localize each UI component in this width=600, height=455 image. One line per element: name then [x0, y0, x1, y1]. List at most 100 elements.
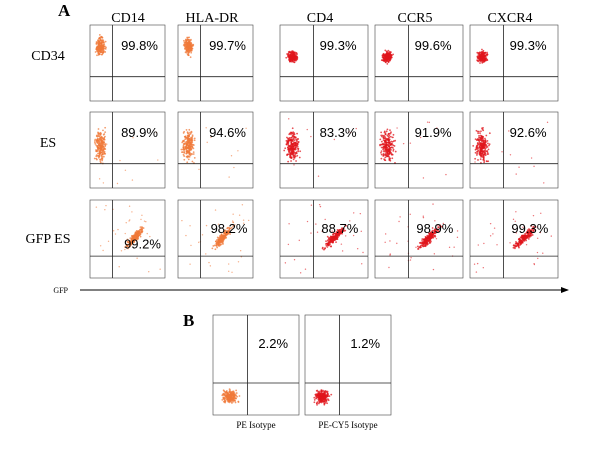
dot [100, 45, 103, 47]
dot [232, 221, 235, 224]
dot [185, 138, 187, 140]
dot [477, 244, 479, 246]
dot-plot: 2.2% [212, 314, 300, 416]
dot [190, 51, 193, 54]
dot [320, 391, 323, 394]
dot [482, 49, 485, 52]
dot [382, 153, 385, 155]
dot [189, 225, 191, 227]
dot [287, 54, 289, 57]
dot [201, 234, 204, 236]
dot [476, 59, 479, 62]
dot [394, 139, 397, 142]
dot [423, 245, 425, 247]
dot [381, 135, 383, 138]
dot [184, 43, 187, 46]
dot [102, 43, 105, 46]
dot [129, 245, 131, 248]
dot [387, 141, 390, 144]
dot [324, 401, 327, 404]
dot [101, 156, 104, 158]
dot [140, 218, 142, 221]
dot [237, 261, 240, 263]
dot-plot: 99.3% [279, 24, 369, 102]
dot [291, 136, 293, 138]
dot [508, 130, 510, 132]
dot [436, 127, 438, 129]
axis-label: GFP [53, 286, 68, 295]
dot [388, 145, 391, 148]
dot [185, 234, 187, 237]
dot [191, 43, 194, 46]
dot [516, 242, 519, 245]
dot [329, 235, 332, 238]
dot [102, 50, 105, 53]
dot [227, 263, 230, 265]
dot [106, 143, 108, 145]
dot [486, 51, 488, 54]
dot [453, 246, 455, 248]
dot-plot: 99.8% [89, 24, 166, 102]
dot [287, 144, 290, 147]
dot [100, 36, 103, 39]
dot [285, 139, 288, 142]
dot [219, 241, 222, 243]
dot [306, 220, 309, 223]
dot [212, 245, 215, 247]
dot [99, 245, 102, 247]
percentage: 99.6% [415, 38, 452, 53]
dot [423, 240, 426, 243]
dot [218, 245, 221, 247]
dot [482, 143, 484, 145]
dot [286, 154, 288, 157]
dot [148, 270, 150, 273]
dot [512, 244, 515, 247]
dot [287, 160, 290, 163]
dot [97, 43, 100, 46]
dot [326, 402, 329, 405]
dot [298, 156, 301, 159]
dot [355, 127, 357, 130]
dot [315, 402, 318, 405]
dot [181, 151, 183, 154]
dot [210, 136, 212, 139]
dot [99, 42, 102, 45]
dot [98, 137, 101, 140]
dot [223, 236, 226, 239]
dot [102, 45, 105, 48]
dot [293, 61, 296, 63]
panel-label: A [58, 1, 71, 20]
dot [517, 244, 520, 247]
dot [424, 242, 427, 244]
dot [318, 392, 321, 395]
dot [486, 146, 489, 148]
column-header: HLA-DR [186, 11, 240, 26]
dot [415, 246, 417, 249]
dot [338, 233, 341, 235]
dot [317, 397, 320, 400]
dot [409, 213, 411, 215]
dot [184, 47, 186, 50]
dot [103, 133, 106, 135]
plot-frame [469, 24, 559, 102]
dot [119, 159, 121, 162]
dot [326, 235, 329, 238]
dot [295, 146, 297, 149]
dot [98, 150, 101, 153]
dot [128, 220, 130, 222]
dot [99, 46, 102, 49]
dot [479, 54, 482, 57]
dot [542, 252, 544, 254]
dot [238, 395, 241, 397]
plot-frame [374, 24, 464, 102]
dot [388, 266, 390, 269]
dot [190, 131, 193, 134]
dot [190, 139, 193, 142]
dot [479, 136, 482, 139]
dot [329, 238, 332, 241]
dot [384, 136, 387, 139]
dot [477, 54, 480, 56]
dot [245, 127, 247, 130]
dot [184, 138, 186, 141]
dot [317, 175, 320, 177]
